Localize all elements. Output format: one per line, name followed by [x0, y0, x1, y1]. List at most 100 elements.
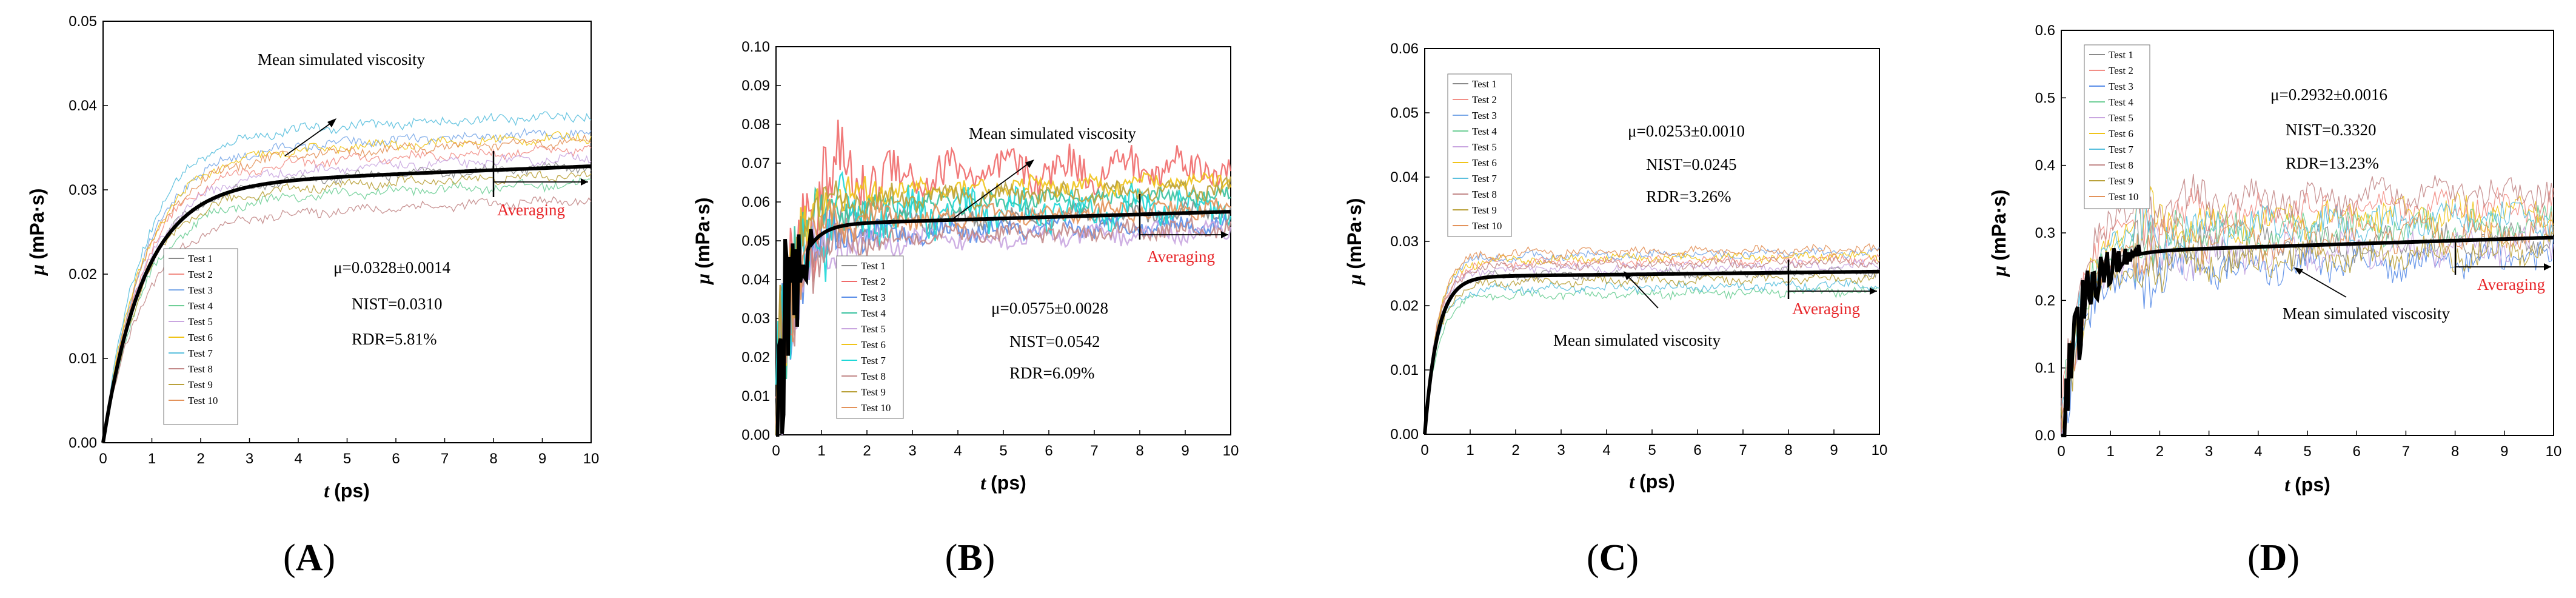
legend-entry: Test 9 [1472, 204, 1497, 216]
series-test-9 [102, 170, 592, 441]
x-tick-label: 5 [999, 443, 1007, 459]
series-test-10 [2061, 211, 2554, 421]
y-ticks: 0.0 0.1 0.2 0.3 0.4 0.5 0.6 [2035, 22, 2066, 444]
x-tick-label: 0 [1420, 442, 1428, 459]
x-tick-label: 3 [246, 451, 253, 467]
x-tick-label: 0 [772, 443, 780, 459]
x-tick-label: 6 [2353, 443, 2361, 460]
series-test-10 [775, 198, 1231, 435]
x-tick-label: 0 [2057, 443, 2065, 460]
mean-arrow [1624, 271, 1659, 309]
stats-block: μ=0.0575±0.0028 NIST=0.0542 RDR=6.09% [991, 299, 1108, 382]
y-label-unit: (mPa·s) [26, 188, 48, 259]
x-tick-label: 4 [294, 451, 302, 467]
y-tick-label: 0.04 [1390, 169, 1419, 186]
series-test-8 [102, 195, 592, 438]
x-axis-label: t (ps) [1629, 471, 1675, 492]
panel-label-c: (C) [1587, 537, 1639, 579]
stat-mu: μ=0.2932±0.0016 [2270, 86, 2387, 104]
series-test-6 [102, 130, 592, 443]
series-test-10 [1424, 243, 1880, 435]
x-tick-label: 1 [817, 443, 825, 459]
legend-entry: Test 8 [2109, 160, 2133, 171]
series-test-6 [2061, 186, 2554, 432]
x-axis-label: t (ps) [2284, 474, 2330, 496]
x-label-unit: (ps) [991, 472, 1026, 494]
x-tick-label: 5 [2303, 443, 2311, 460]
y-tick-label: 0.00 [1390, 426, 1419, 443]
legend-entry: Test 1 [861, 260, 886, 272]
legend-entry: Test 4 [188, 300, 213, 312]
legend: Test 1 Test 2 Test 3 Test 4 Test 5 Test 6 Test… [1447, 73, 1512, 237]
y-tick-label: 0.03 [69, 182, 97, 198]
legend-entry: Test 2 [188, 269, 213, 280]
x-axis-label: t (ps) [324, 480, 370, 502]
legend-entry: Test 6 [2109, 128, 2133, 139]
panel-label-a: (A) [283, 537, 335, 579]
x-label-symbol: t [980, 472, 986, 494]
legend-entry: Test 9 [861, 386, 886, 398]
x-tick-label: 3 [908, 443, 916, 459]
x-tick-label: 6 [1045, 443, 1052, 459]
stat-mu: μ=0.0328±0.0014 [333, 258, 451, 277]
legend-entry: Test 3 [861, 292, 886, 303]
y-tick-label: 0.04 [741, 272, 770, 288]
legend: Test 1 Test 2 Test 3 Test 4 Test 5 Test 6 Test… [163, 248, 238, 425]
x-tick-label: 7 [1739, 442, 1747, 459]
x-label-symbol: t [324, 480, 330, 502]
series-test-1 [2061, 220, 2554, 436]
x-tick-label: 9 [2500, 443, 2508, 460]
x-label-symbol: t [2284, 474, 2290, 496]
y-tick-label: 0.3 [2035, 225, 2055, 241]
x-tick-label: 10 [2546, 443, 2562, 460]
x-tick-label: 9 [1181, 443, 1189, 459]
x-tick-label: 5 [343, 451, 351, 467]
legend-entry: Test 5 [188, 316, 213, 328]
y-tick-label: 0.05 [741, 233, 770, 249]
stats-block: μ=0.0328±0.0014 NIST=0.0310 RDR=5.81% [333, 258, 451, 348]
y-label-unit: (mPa·s) [692, 197, 714, 268]
legend-entry: Test 7 [188, 348, 213, 359]
series-test-2 [1424, 254, 1880, 433]
series-test-10 [102, 133, 592, 443]
x-label-unit: (ps) [1639, 471, 1675, 492]
svg-text:μ(mPa·s): μ (mPa·s) [1343, 198, 1365, 286]
x-tick-label: 2 [1511, 442, 1519, 459]
legend-entry: Test 6 [861, 339, 886, 351]
y-tick-label: 0.01 [1390, 362, 1419, 378]
x-tick-label: 5 [1648, 442, 1656, 459]
series-mean [775, 210, 1231, 437]
y-tick-label: 0.01 [741, 388, 770, 405]
legend-entry: Test 2 [2109, 65, 2133, 76]
legend-items: Test 1 Test 2 Test 3 Test 4 Test 5 Test 6 Test… [1453, 78, 1502, 232]
series-layer [1423, 243, 1880, 435]
x-tick-label: 8 [1136, 443, 1143, 459]
series-mean [1423, 269, 1879, 435]
y-ticks: 0.00 0.01 0.02 0.03 0.04 0.05 0.06 [1390, 41, 1430, 443]
y-tick-label: 0.01 [69, 351, 97, 367]
mean-arrow [951, 160, 1034, 220]
x-tick-label: 9 [538, 451, 546, 467]
averaging-marker [492, 151, 588, 197]
x-label-unit: (ps) [2295, 474, 2330, 496]
y-tick-label: 0.02 [69, 266, 97, 283]
averaging-marker [1139, 194, 1228, 240]
averaging-label: Averaging [2477, 275, 2545, 294]
y-tick-label: 0.6 [2035, 22, 2055, 39]
legend-entry: Test 5 [861, 323, 886, 335]
x-ticks: 0 1 2 3 4 5 6 7 8 9 10 [99, 438, 599, 467]
y-tick-label: 0.08 [741, 116, 770, 133]
legend-entry: Test 10 [2109, 191, 2138, 203]
panel-label-d: (D) [2247, 537, 2300, 579]
legend-entry: Test 6 [188, 332, 213, 343]
series-test-3 [102, 127, 592, 442]
panel-a: 0.00 0.01 0.02 0.03 0.04 0.05 0 1 2 3 4 5 6 7 8 9 10 μ (… [26, 13, 599, 502]
svg-text:μ(mPa·s): μ (mPa·s) [26, 188, 48, 276]
panel-label-b: (B) [945, 537, 995, 579]
y-label-unit: (mPa·s) [1343, 198, 1365, 269]
series-test-7 [102, 111, 592, 442]
stat-rdr: RDR=6.09% [1009, 364, 1094, 382]
series-mean [2061, 235, 2554, 437]
mean-label: Mean simulated viscosity [2283, 304, 2450, 323]
x-tick-label: 7 [2402, 443, 2410, 460]
